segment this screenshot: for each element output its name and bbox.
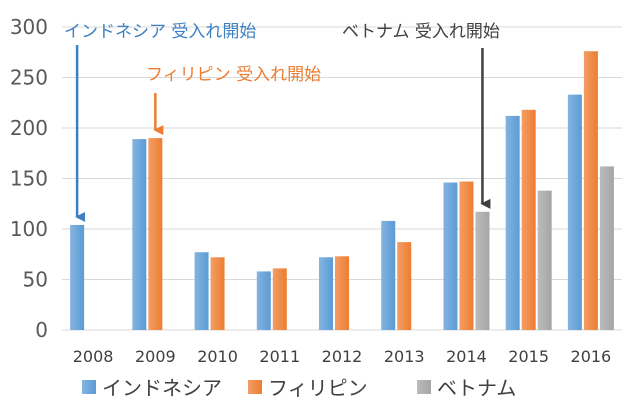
x-tick-label: 2016	[571, 347, 612, 366]
y-tick-label: 150	[10, 167, 48, 191]
bar-2014-series-0	[443, 182, 458, 330]
annotation-label: インドネシア 受入れ開始	[64, 22, 256, 42]
bar-2016-series-1	[583, 51, 598, 331]
bar-2010-series-0	[194, 252, 209, 330]
legend: インドネシア フィリピン ベトナム	[82, 376, 516, 400]
bar-2016-series-2	[599, 166, 614, 330]
bar-2015-series-2	[537, 190, 552, 330]
legend-swatch	[248, 380, 262, 394]
legend-label: ベトナム	[437, 376, 516, 400]
x-tick-label: 2014	[446, 347, 487, 366]
bar-2009-series-0	[132, 139, 147, 330]
x-tick-label: 2012	[322, 347, 363, 366]
bar-2015-series-0	[505, 115, 520, 330]
bar-2011-series-0	[256, 271, 271, 330]
bar-2013-series-0	[381, 220, 396, 330]
legend-label: インドネシア	[102, 376, 222, 400]
bar-2009-series-1	[148, 138, 163, 330]
x-tick-label: 2010	[197, 347, 238, 366]
bars	[70, 51, 614, 331]
y-tick-label: 100	[10, 217, 48, 241]
y-tick-label: 300	[10, 15, 48, 39]
x-tick-label: 2015	[508, 347, 549, 366]
bar-2016-series-0	[567, 94, 582, 330]
bar-2015-series-1	[521, 109, 536, 330]
y-axis: 0 50 100 150 200 250 300	[10, 15, 48, 342]
x-axis: 2008 2009 2010 2011 2012 2013 2014 2015 2016	[73, 347, 611, 366]
x-tick-label: 2008	[73, 347, 114, 366]
bar-2012-series-1	[335, 256, 349, 330]
bar-2008-series-0	[70, 224, 85, 330]
x-tick-label: 2013	[384, 347, 425, 366]
annotation-label: フィリピン 受入れ開始	[146, 65, 321, 85]
bar-2013-series-1	[397, 242, 412, 330]
y-tick-label: 50	[23, 268, 48, 292]
bar-2014-series-1	[459, 181, 474, 330]
legend-swatch	[82, 380, 96, 394]
legend-label: フィリピン	[268, 376, 368, 400]
y-tick-label: 0	[35, 318, 48, 342]
bar-2011-series-1	[272, 268, 287, 330]
legend-swatch	[417, 380, 431, 394]
bar-2010-series-1	[210, 257, 225, 330]
x-tick-label: 2011	[259, 347, 300, 366]
bar-2014-series-2	[475, 211, 490, 330]
y-tick-label: 250	[10, 66, 48, 90]
bar-2012-series-0	[319, 257, 333, 330]
x-tick-label: 2009	[135, 347, 176, 366]
annotation-label: ベトナム 受入れ開始	[342, 22, 500, 42]
y-tick-label: 200	[10, 116, 48, 140]
